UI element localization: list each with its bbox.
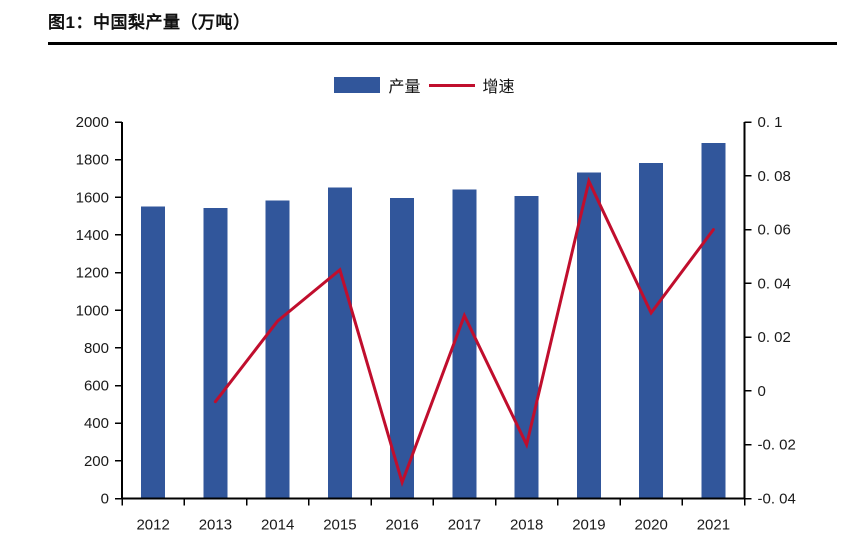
bar-2019 xyxy=(576,172,601,499)
left-axis-tick-label: 1800 xyxy=(76,152,109,169)
x-axis-label: 2018 xyxy=(510,517,543,534)
bar-2021 xyxy=(701,143,726,499)
left-axis-tick-label: 1200 xyxy=(76,265,109,282)
production-series-label: 产量 xyxy=(388,79,421,96)
growth-line xyxy=(213,176,715,488)
bar-2014 xyxy=(265,200,290,499)
x-axis-label: 2016 xyxy=(385,517,418,534)
bar-2013 xyxy=(203,207,228,499)
figure-title: 图1：中国梨产量（万吨） xyxy=(48,13,251,32)
title-divider xyxy=(48,42,837,45)
bar-2017 xyxy=(452,189,477,499)
x-axis-label: 2019 xyxy=(572,517,605,534)
right-axis-tick-label: 0 xyxy=(758,383,766,400)
right-axis-tick-label: -0. 04 xyxy=(758,491,796,508)
right-axis-tick-label: -0. 02 xyxy=(758,437,796,454)
bar-2018 xyxy=(514,195,539,499)
left-axis-tick-label: 200 xyxy=(84,453,109,470)
bar-2012 xyxy=(141,206,166,499)
x-axis-label: 2017 xyxy=(448,517,481,534)
left-axis-tick-label: 1000 xyxy=(76,302,109,319)
x-axis-label: 2014 xyxy=(261,517,294,534)
right-axis-tick-label: 0. 04 xyxy=(758,275,791,292)
right-axis-tick-label: 0. 1 xyxy=(758,114,783,131)
x-axis-label: 2012 xyxy=(136,517,169,534)
production-series-swatch xyxy=(334,77,381,93)
x-axis-label: 2021 xyxy=(697,517,730,534)
right-axis-tick-label: 0. 02 xyxy=(758,329,791,346)
growth-series-label: 增速 xyxy=(482,79,515,96)
left-axis-tick-label: 600 xyxy=(84,378,109,395)
bar-2016 xyxy=(390,198,415,499)
left-axis-tick-label: 400 xyxy=(84,415,109,432)
left-axis-tick-label: 1600 xyxy=(76,189,109,206)
right-axis-tick-label: 0. 08 xyxy=(758,168,791,185)
left-axis-tick-label: 0 xyxy=(101,491,109,508)
left-axis-tick-label: 2000 xyxy=(76,114,109,131)
x-axis-label: 2020 xyxy=(634,517,667,534)
bar-2015 xyxy=(327,187,352,499)
x-axis-label: 2015 xyxy=(323,517,356,534)
bar-2020 xyxy=(639,163,664,499)
chart-legend: 产量 增速 xyxy=(0,73,849,97)
x-axis-label: 2013 xyxy=(199,517,232,534)
right-axis-tick-label: 0. 06 xyxy=(758,222,791,239)
left-axis-tick-label: 1400 xyxy=(76,227,109,244)
growth-series-line-sample xyxy=(428,83,475,87)
left-axis-tick-label: 800 xyxy=(84,340,109,357)
